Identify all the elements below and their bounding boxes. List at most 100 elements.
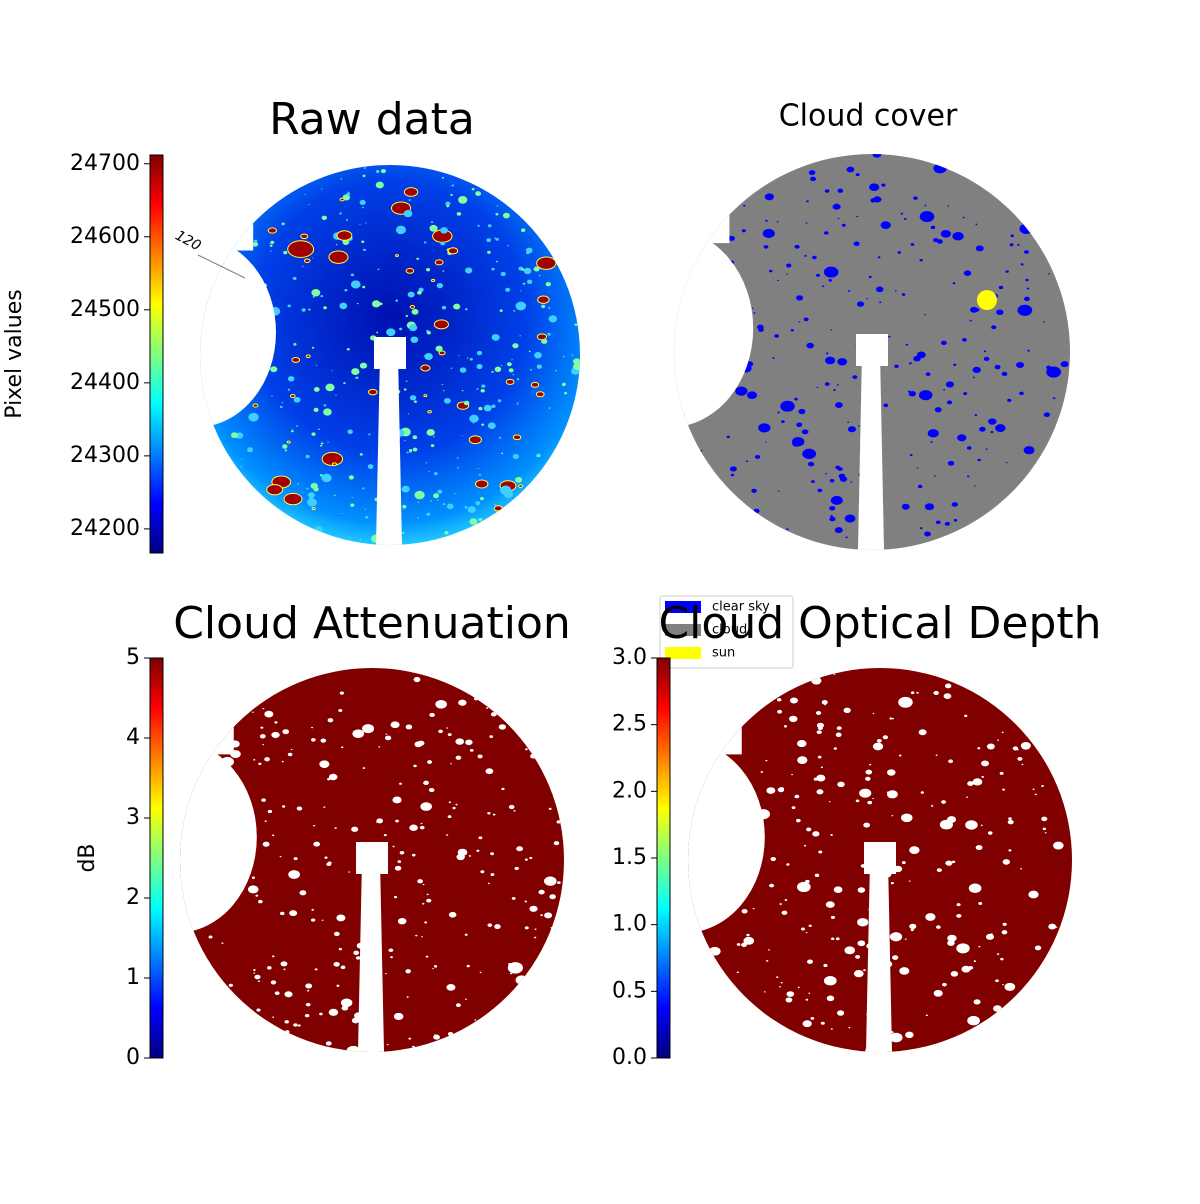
speck xyxy=(346,192,351,196)
speck xyxy=(1000,957,1004,961)
speck xyxy=(511,896,516,900)
speck xyxy=(208,935,213,939)
speck xyxy=(811,255,817,260)
speck xyxy=(450,193,453,196)
speck xyxy=(836,384,839,386)
speck xyxy=(359,538,362,541)
pole xyxy=(376,355,402,545)
speck xyxy=(920,791,924,794)
speck xyxy=(420,802,432,811)
speck xyxy=(933,690,939,695)
speck xyxy=(847,426,857,433)
speck xyxy=(397,860,402,863)
speck xyxy=(417,501,419,503)
speck xyxy=(898,754,902,757)
speck xyxy=(262,841,270,847)
speck xyxy=(293,396,301,403)
speck xyxy=(423,780,429,786)
speck xyxy=(434,259,444,266)
speck xyxy=(876,738,882,743)
speck xyxy=(824,189,830,193)
speck xyxy=(1043,412,1050,417)
speck xyxy=(883,403,889,408)
speck xyxy=(438,729,443,734)
speck xyxy=(789,715,798,723)
speck xyxy=(340,965,346,970)
speck xyxy=(355,956,361,960)
speck xyxy=(426,428,435,436)
speck xyxy=(889,1032,903,1043)
speck xyxy=(386,328,396,337)
tick-label: 3.0 xyxy=(612,645,647,670)
speck xyxy=(500,271,506,277)
speck xyxy=(359,362,368,369)
speck xyxy=(446,503,454,510)
speck xyxy=(318,428,320,431)
speck xyxy=(741,942,747,948)
speck xyxy=(760,771,764,773)
speck xyxy=(863,969,866,972)
speck xyxy=(426,331,431,335)
speck xyxy=(833,747,837,750)
panel-title: Cloud Attenuation xyxy=(173,598,571,649)
speck xyxy=(816,273,821,277)
speck xyxy=(437,489,443,494)
speck xyxy=(934,475,936,477)
speck xyxy=(930,441,933,443)
speck xyxy=(282,729,290,735)
speck xyxy=(781,910,788,915)
speck xyxy=(533,266,540,272)
speck xyxy=(270,980,277,985)
speck xyxy=(855,955,861,959)
speck xyxy=(735,386,748,396)
speck xyxy=(534,928,537,930)
speck xyxy=(993,1005,1002,1012)
speck xyxy=(310,738,316,742)
speck xyxy=(743,204,746,207)
speck xyxy=(936,925,941,929)
speck xyxy=(253,759,256,761)
speck xyxy=(481,384,486,388)
speck xyxy=(947,205,950,207)
speck xyxy=(708,946,721,956)
speck xyxy=(323,806,326,808)
speck xyxy=(1042,827,1047,831)
speck xyxy=(411,308,419,315)
legend: clear sky cloud sun xyxy=(659,595,794,669)
speck xyxy=(879,301,882,304)
speck xyxy=(283,250,288,255)
speck xyxy=(730,473,735,477)
speck xyxy=(471,187,475,191)
speck xyxy=(490,873,495,876)
speck xyxy=(995,424,1006,433)
speck xyxy=(830,1028,833,1030)
speck xyxy=(446,983,456,991)
speck xyxy=(818,850,823,854)
speck xyxy=(230,432,239,439)
speck xyxy=(326,862,332,867)
speck xyxy=(837,781,845,788)
speck xyxy=(433,493,440,499)
speck xyxy=(313,824,316,827)
speck xyxy=(847,421,850,423)
speck xyxy=(456,212,462,216)
speck xyxy=(442,270,445,272)
speck xyxy=(359,223,361,225)
speck xyxy=(434,472,438,476)
speck xyxy=(505,378,515,385)
speck xyxy=(786,863,790,866)
speck xyxy=(313,841,321,847)
speck xyxy=(282,444,288,449)
speck xyxy=(346,347,350,351)
speck xyxy=(1002,859,1011,865)
speck xyxy=(877,256,881,259)
speck xyxy=(1023,446,1035,455)
speck xyxy=(304,1013,310,1018)
speck xyxy=(341,1005,349,1011)
speck xyxy=(348,475,354,480)
speck xyxy=(754,454,761,459)
speck xyxy=(409,450,412,453)
speck xyxy=(843,707,851,714)
speck xyxy=(417,517,419,519)
speck xyxy=(1012,746,1019,751)
